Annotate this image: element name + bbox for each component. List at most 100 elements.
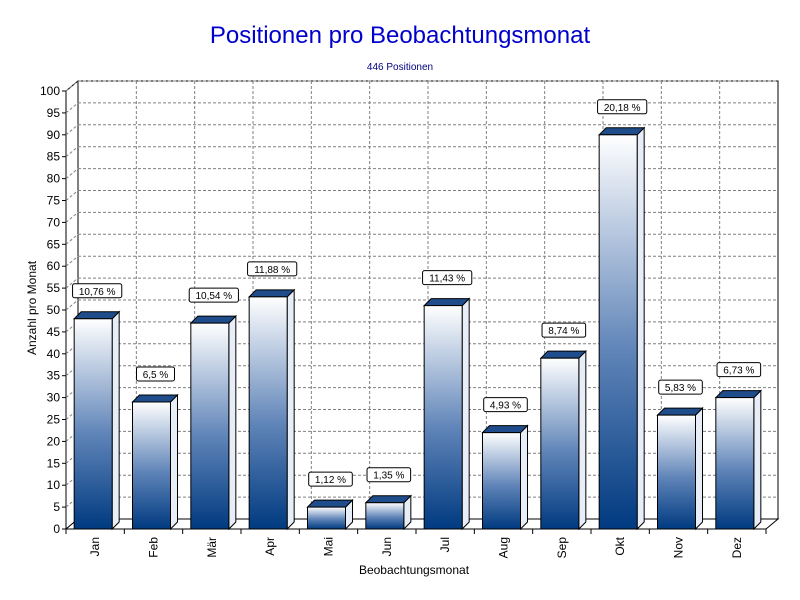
percent-label-box — [483, 397, 528, 413]
bar — [657, 414, 696, 530]
percent-label-box — [308, 471, 353, 487]
bar-Nov[interactable] — [656, 406, 704, 531]
y-tick-label: 100 — [40, 84, 60, 98]
percent-label-box — [658, 379, 703, 395]
y-tick-label: 0 — [53, 522, 60, 536]
grid-line-side — [65, 190, 79, 201]
y-tick-label: 80 — [47, 172, 61, 186]
x-tick-label: Nov — [672, 537, 686, 558]
y-tick-label: 75 — [47, 194, 61, 208]
x-tick-label: Jun — [380, 537, 394, 556]
grid-line-side — [65, 277, 79, 289]
y-tick-label: 15 — [47, 456, 61, 470]
bar-top — [364, 495, 413, 504]
bar-top — [714, 390, 763, 399]
grid-line-side — [65, 168, 79, 179]
percent-label-box — [716, 362, 762, 378]
bar-Mär[interactable] — [189, 314, 238, 531]
bar-Sep[interactable] — [539, 349, 588, 531]
bar-side — [578, 349, 587, 531]
grid-line-side — [65, 321, 79, 333]
bar-top — [539, 350, 588, 359]
bar — [715, 397, 755, 530]
bar-Okt[interactable] — [597, 126, 646, 531]
bar-Jan[interactable] — [72, 310, 121, 531]
y-tick-label: 70 — [47, 215, 61, 229]
y-tick-label: 35 — [47, 369, 61, 383]
bar-Dez[interactable] — [714, 389, 763, 531]
bar-Feb[interactable] — [131, 393, 179, 531]
percent-label: 11,43 % — [429, 274, 465, 285]
grid-line-side — [65, 146, 79, 158]
bar-top — [72, 311, 121, 320]
bar-top — [247, 289, 296, 298]
bar-side — [461, 297, 470, 531]
percent-label-box — [366, 467, 412, 483]
percent-label-box — [188, 287, 239, 303]
bar-Jul[interactable] — [422, 297, 471, 531]
percent-label: 11,88 % — [254, 265, 290, 276]
bars-group — [72, 126, 763, 531]
bar-side — [111, 310, 120, 531]
grid-line-side — [65, 102, 79, 114]
grid-line-side — [65, 452, 79, 464]
y-tick-label: 90 — [47, 128, 61, 142]
bar-side — [170, 393, 178, 531]
grid-line-side — [65, 233, 79, 245]
x-tick-label: Jul — [438, 537, 452, 552]
bar-top — [131, 394, 179, 403]
bar-Aug[interactable] — [481, 424, 529, 531]
percent-label-box — [72, 283, 123, 299]
percent-label-box — [136, 366, 175, 382]
bar-Apr[interactable] — [247, 288, 296, 531]
y-tick-label: 95 — [47, 106, 61, 120]
percent-label: 6,5 % — [143, 370, 169, 381]
bar-side — [228, 314, 237, 531]
percent-label: 10,54 % — [195, 291, 232, 302]
bar — [482, 432, 521, 530]
x-tick-label: Mai — [322, 537, 336, 556]
y-tick-label: 45 — [47, 325, 61, 339]
bar-top — [656, 407, 704, 416]
y-tick-label: 30 — [47, 391, 61, 405]
grid-line-side — [65, 496, 79, 508]
bar-top — [189, 315, 238, 324]
chart-subtitle: 446 Positionen — [366, 62, 434, 73]
percent-label: 8,74 % — [548, 326, 579, 337]
bar-top — [481, 425, 529, 434]
grid-line-side — [65, 431, 79, 442]
percent-label: 1,35 % — [373, 471, 404, 482]
bar-top — [597, 127, 646, 136]
grid-line-side — [65, 299, 79, 311]
bar-side — [520, 424, 528, 531]
x-tick-label: Okt — [613, 536, 627, 555]
grid-line-side — [65, 80, 79, 92]
bar-side — [695, 406, 703, 531]
x-tick-label: Jan — [88, 537, 102, 556]
labels-group: 10,76 % Jan 6,5 % Feb 10,54 % Mär 11,88 % Apr 1,… — [72, 99, 762, 558]
bar-top — [422, 298, 471, 307]
x-tick-label: Apr — [263, 537, 277, 556]
bar — [365, 502, 405, 530]
percent-label: 10,76 % — [79, 287, 116, 298]
bar — [248, 296, 288, 530]
percent-label: 5,83 % — [665, 383, 696, 394]
grid-line-side — [65, 409, 79, 420]
y-tick-label: 50 — [47, 303, 61, 317]
y-tick-label: 55 — [47, 281, 61, 295]
y-tick-label: 40 — [47, 347, 61, 361]
bar-Mai[interactable] — [306, 498, 354, 531]
bar — [540, 357, 580, 530]
bar — [598, 134, 638, 530]
y-tick-label: 65 — [47, 237, 61, 251]
bar — [132, 401, 171, 530]
chart-title: Positionen pro Beobachtungsmonat — [209, 22, 591, 49]
percent-label: 4,93 % — [490, 401, 521, 412]
grid-line-side — [65, 343, 79, 355]
grid-line-side — [65, 124, 79, 136]
x-axis-title: Beobachtungsmonat — [359, 563, 470, 577]
y-tick-label: 20 — [47, 434, 61, 448]
percent-label: 20,18 % — [604, 103, 641, 114]
percent-label: 6,73 % — [723, 366, 754, 377]
bar-Jun[interactable] — [364, 494, 413, 531]
